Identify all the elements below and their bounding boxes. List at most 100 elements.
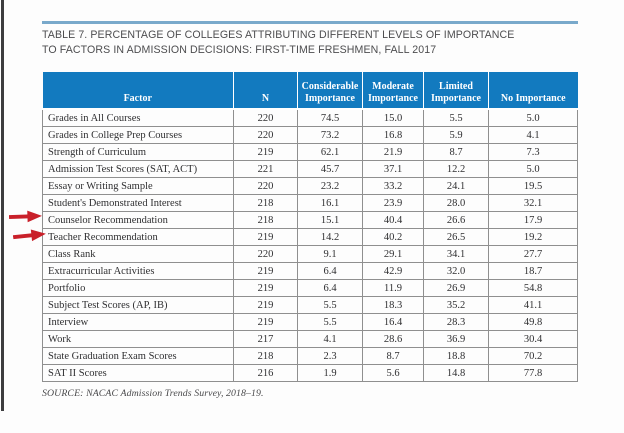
cell-no: 41.1 xyxy=(488,296,578,314)
table-row: Grades in College Prep Courses 220 73.2 16.… xyxy=(42,126,578,144)
table-row: Essay or Writing Sample 220 23.2 33.2 24.1 19… xyxy=(42,177,578,195)
cell-considerable: 9.1 xyxy=(297,245,363,263)
cell-moderate: 28.6 xyxy=(362,330,424,348)
cell-limited: 14.8 xyxy=(423,364,489,382)
source-note: SOURCE: NACAC Admission Trends Survey, 2… xyxy=(42,388,264,399)
cell-considerable: 15.1 xyxy=(297,211,363,229)
cell-moderate: 29.1 xyxy=(362,245,424,263)
cell-factor: Counselor Recommendation xyxy=(42,211,234,229)
cell-factor: SAT II Scores xyxy=(42,364,234,382)
cell-no: 54.8 xyxy=(488,279,578,297)
table-row: State Graduation Exam Scores 218 2.3 8.7 18.… xyxy=(42,347,578,365)
cell-limited: 5.5 xyxy=(423,108,489,127)
cell-limited: 28.3 xyxy=(423,313,489,331)
cell-considerable: 16.1 xyxy=(297,194,363,212)
table-row: Portfolio 219 6.4 11.9 26.9 54.8 xyxy=(42,279,578,297)
cell-moderate: 40.4 xyxy=(362,211,424,229)
column-header-limited-importance: Limited Importance xyxy=(423,72,489,110)
cell-no: 4.1 xyxy=(488,126,578,144)
cell-moderate: 15.0 xyxy=(362,108,424,127)
cell-moderate: 16.8 xyxy=(362,126,424,144)
cell-considerable: 6.4 xyxy=(297,262,363,280)
cell-no: 5.0 xyxy=(488,108,578,127)
right-arrow-icon xyxy=(8,210,42,223)
cell-considerable: 5.5 xyxy=(297,313,363,331)
cell-factor: Grades in College Prep Courses xyxy=(42,126,234,144)
cell-factor: Student's Demonstrated Interest xyxy=(42,194,234,212)
column-header-factor: Factor xyxy=(42,72,234,110)
cell-limited: 32.0 xyxy=(423,262,489,280)
cell-limited: 36.9 xyxy=(423,330,489,348)
cell-considerable: 4.1 xyxy=(297,330,363,348)
column-header-no-importance: No Importance xyxy=(488,72,578,110)
cell-factor: Class Rank xyxy=(42,245,234,263)
column-header-considerable-importance: Considerable Importance xyxy=(297,72,363,110)
cell-moderate: 8.7 xyxy=(362,347,424,365)
title-rule xyxy=(42,21,578,24)
cell-factor: Subject Test Scores (AP, IB) xyxy=(42,296,234,314)
cell-no: 19.5 xyxy=(488,177,578,195)
table-title-line2: TO FACTORS IN ADMISSION DECISIONS: FIRST… xyxy=(42,43,437,56)
column-header-moderate-importance: Moderate Importance xyxy=(362,72,424,110)
column-header-n: N xyxy=(233,72,298,110)
cell-moderate: 33.2 xyxy=(362,177,424,195)
table-row: Extracurricular Activities 219 6.4 42.9 32.0… xyxy=(42,262,578,280)
cell-factor: Essay or Writing Sample xyxy=(42,177,234,195)
cell-n: 218 xyxy=(233,194,298,212)
cell-moderate: 37.1 xyxy=(362,160,424,178)
cell-considerable: 62.1 xyxy=(297,143,363,161)
cell-limited: 26.9 xyxy=(423,279,489,297)
cell-n: 219 xyxy=(233,143,298,161)
cell-limited: 26.6 xyxy=(423,211,489,229)
table-header-row: Factor N Considerable Importance Moderate I… xyxy=(42,72,578,110)
cell-no: 30.4 xyxy=(488,330,578,348)
cell-no: 70.2 xyxy=(488,347,578,365)
cell-moderate: 5.6 xyxy=(362,364,424,382)
cell-limited: 28.0 xyxy=(423,194,489,212)
cell-no: 5.0 xyxy=(488,160,578,178)
cell-no: 7.3 xyxy=(488,143,578,161)
importance-table: Factor N Considerable Importance Moderate I… xyxy=(42,72,578,382)
cell-considerable: 1.9 xyxy=(297,364,363,382)
cell-limited: 12.2 xyxy=(423,160,489,178)
cell-considerable: 2.3 xyxy=(297,347,363,365)
cell-moderate: 16.4 xyxy=(362,313,424,331)
cell-no: 19.2 xyxy=(488,228,578,246)
cell-no: 49.8 xyxy=(488,313,578,331)
cell-factor: Grades in All Courses xyxy=(42,108,234,127)
cell-n: 218 xyxy=(233,347,298,365)
cell-n: 219 xyxy=(233,262,298,280)
cell-moderate: 21.9 xyxy=(362,143,424,161)
cell-factor: Strength of Curriculum xyxy=(42,143,234,161)
cell-limited: 8.7 xyxy=(423,143,489,161)
cell-factor: Teacher Recommendation xyxy=(42,228,234,246)
cell-considerable: 74.5 xyxy=(297,108,363,127)
cell-no: 77.8 xyxy=(488,364,578,382)
table-row: Grades in All Courses 220 74.5 15.0 5.5 5.0 xyxy=(42,108,578,127)
table-row: Subject Test Scores (AP, IB) 219 5.5 18.3 35… xyxy=(42,296,578,314)
table-title-line1: TABLE 7. PERCENTAGE OF COLLEGES ATTRIBUT… xyxy=(42,29,515,41)
cell-factor: State Graduation Exam Scores xyxy=(42,347,234,365)
cell-moderate: 23.9 xyxy=(362,194,424,212)
cell-moderate: 42.9 xyxy=(362,262,424,280)
cell-factor: Work xyxy=(42,330,234,348)
cell-n: 220 xyxy=(233,245,298,263)
cell-n: 219 xyxy=(233,228,298,246)
cell-considerable: 5.5 xyxy=(297,296,363,314)
cell-limited: 34.1 xyxy=(423,245,489,263)
cell-no: 32.1 xyxy=(488,194,578,212)
table-row: Class Rank 220 9.1 29.1 34.1 27.7 xyxy=(42,245,578,263)
table-row: Interview 219 5.5 16.4 28.3 49.8 xyxy=(42,313,578,331)
table-row: Strength of Curriculum 219 62.1 21.9 8.7 7.3 xyxy=(42,143,578,161)
cell-factor: Admission Test Scores (SAT, ACT) xyxy=(42,160,234,178)
cell-n: 218 xyxy=(233,211,298,229)
cell-limited: 24.1 xyxy=(423,177,489,195)
cell-moderate: 18.3 xyxy=(362,296,424,314)
cell-n: 221 xyxy=(233,160,298,178)
cell-moderate: 40.2 xyxy=(362,228,424,246)
cell-n: 220 xyxy=(233,108,298,127)
cell-considerable: 73.2 xyxy=(297,126,363,144)
table-row: Counselor Recommendation 218 15.1 40.4 26.6 1… xyxy=(42,211,578,229)
cell-moderate: 11.9 xyxy=(362,279,424,297)
